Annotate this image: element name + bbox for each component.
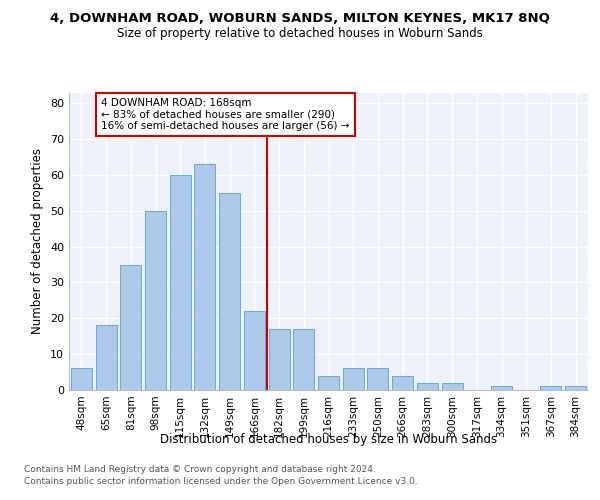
Bar: [145, 211, 166, 390]
Bar: [392, 376, 413, 390]
Bar: [491, 386, 512, 390]
Bar: [442, 383, 463, 390]
Text: Distribution of detached houses by size in Woburn Sands: Distribution of detached houses by size …: [160, 432, 497, 446]
Y-axis label: Number of detached properties: Number of detached properties: [31, 148, 44, 334]
Bar: [269, 329, 290, 390]
Bar: [541, 386, 562, 390]
Bar: [170, 175, 191, 390]
Bar: [71, 368, 92, 390]
Bar: [194, 164, 215, 390]
Bar: [244, 311, 265, 390]
Bar: [219, 193, 240, 390]
Bar: [318, 376, 339, 390]
Bar: [417, 383, 438, 390]
Text: Contains HM Land Registry data © Crown copyright and database right 2024.: Contains HM Land Registry data © Crown c…: [24, 466, 376, 474]
Text: 4 DOWNHAM ROAD: 168sqm
← 83% of detached houses are smaller (290)
16% of semi-de: 4 DOWNHAM ROAD: 168sqm ← 83% of detached…: [101, 98, 350, 131]
Bar: [565, 386, 586, 390]
Bar: [95, 326, 116, 390]
Text: 4, DOWNHAM ROAD, WOBURN SANDS, MILTON KEYNES, MK17 8NQ: 4, DOWNHAM ROAD, WOBURN SANDS, MILTON KE…: [50, 12, 550, 26]
Text: Contains public sector information licensed under the Open Government Licence v3: Contains public sector information licen…: [24, 477, 418, 486]
Bar: [293, 329, 314, 390]
Bar: [343, 368, 364, 390]
Bar: [367, 368, 388, 390]
Bar: [120, 264, 141, 390]
Text: Size of property relative to detached houses in Woburn Sands: Size of property relative to detached ho…: [117, 28, 483, 40]
